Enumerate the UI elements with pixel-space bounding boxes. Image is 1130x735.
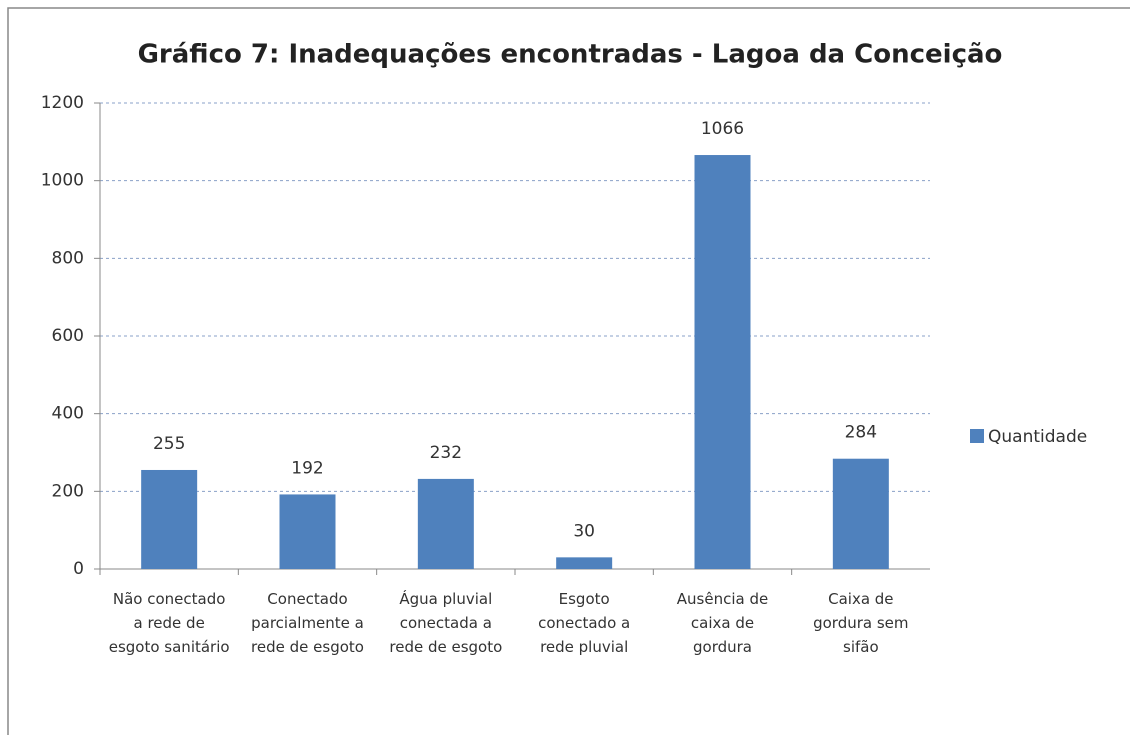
legend-swatch — [970, 429, 984, 443]
data-label: 192 — [291, 458, 323, 478]
bar — [694, 155, 751, 569]
bar — [417, 478, 474, 569]
data-label: 255 — [153, 434, 185, 454]
chart-frame — [7, 7, 1130, 735]
data-label: 284 — [845, 423, 877, 443]
y-tick-label: 400 — [52, 404, 84, 424]
x-tick-label: Caixa de gordura sem sifão — [813, 590, 909, 656]
bar — [556, 557, 613, 569]
bar — [141, 469, 198, 569]
chart-title: Gráfico 7: Inadequações encontradas - La… — [138, 40, 1003, 70]
data-label: 1066 — [701, 119, 744, 139]
y-tick-label: 1000 — [41, 171, 84, 191]
x-tick-label: Ausência de caixa de gordura — [676, 590, 769, 656]
x-tick-label: Esgoto conectado a rede pluvial — [538, 590, 631, 656]
x-tick-label: Conectado parcialmente a rede de esgoto — [251, 590, 364, 656]
legend-label: Quantidade — [988, 427, 1087, 447]
data-label: 232 — [430, 443, 462, 463]
x-tick-label: Não conectado a rede de esgoto sanitário — [108, 590, 230, 656]
data-label: 30 — [573, 521, 595, 541]
y-tick-label: 600 — [52, 326, 84, 346]
y-tick-label: 200 — [52, 481, 84, 501]
y-tick-label: 1200 — [41, 93, 84, 113]
y-tick-label: 0 — [73, 559, 84, 579]
y-tick-label: 800 — [52, 248, 84, 268]
bar — [832, 458, 889, 569]
bar — [279, 494, 336, 569]
x-tick-label: Água pluvial conectada a rede de esgoto — [389, 590, 503, 656]
